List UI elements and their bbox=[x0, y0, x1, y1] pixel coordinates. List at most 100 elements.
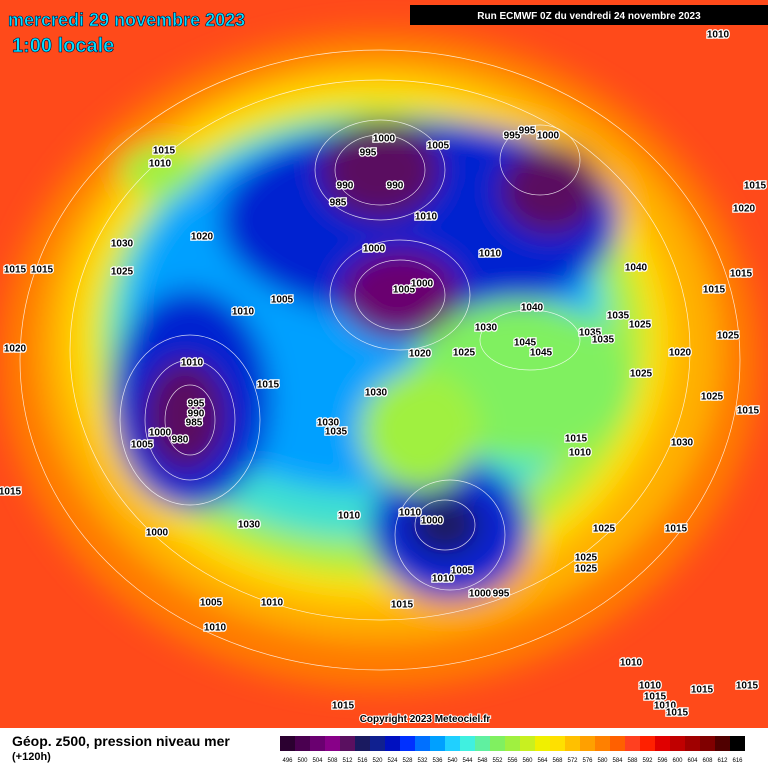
isobar-label: 1005 bbox=[200, 598, 223, 609]
colorbar-cell bbox=[430, 736, 445, 751]
isobar-label: 1030 bbox=[111, 239, 134, 250]
isobar-label: 1015 bbox=[665, 524, 688, 535]
isobar-label: 1025 bbox=[717, 331, 740, 342]
isobar-label: 1015 bbox=[332, 701, 355, 712]
colorbar-label: 512 bbox=[342, 758, 353, 764]
colorbar-label: 536 bbox=[432, 758, 443, 764]
colorbar-label: 616 bbox=[732, 758, 743, 764]
colorbar-cell bbox=[490, 736, 505, 751]
isobar-label: 1000 bbox=[469, 589, 492, 600]
colorbar-cell bbox=[640, 736, 655, 751]
isobar-label: 1010 bbox=[399, 508, 422, 519]
isobar-label: 1015 bbox=[691, 685, 714, 696]
colorbar-cell bbox=[685, 736, 700, 751]
isobar-label: 1030 bbox=[317, 418, 340, 429]
colorbar-cell bbox=[340, 736, 355, 751]
colorbar-label: 548 bbox=[477, 758, 488, 764]
isobar-label: 1030 bbox=[238, 520, 261, 531]
isobar-label: 990 bbox=[337, 181, 354, 192]
legend-subtitle: (+120h) bbox=[12, 751, 51, 763]
colorbar-label: 576 bbox=[582, 758, 593, 764]
colorbar-label: 524 bbox=[387, 758, 398, 764]
isobar-label: 1015 bbox=[0, 487, 22, 498]
isobar-label: 995 bbox=[493, 589, 510, 600]
isobar-label: 995 bbox=[188, 399, 205, 410]
isobar-label: 1020 bbox=[191, 232, 214, 243]
colorbar-label: 540 bbox=[447, 758, 458, 764]
isobar-label: 1025 bbox=[630, 369, 653, 380]
isobar-label: 1000 bbox=[537, 131, 560, 142]
colorbar-cell bbox=[520, 736, 535, 751]
isobar-label: 1015 bbox=[730, 269, 753, 280]
isobar-label: 1040 bbox=[625, 263, 648, 274]
isobar-label: 1015 bbox=[736, 681, 759, 692]
colorbar-cell bbox=[700, 736, 715, 751]
isobar-label: 1040 bbox=[521, 303, 544, 314]
colorbar-cell bbox=[670, 736, 685, 751]
isobar-label: 1015 bbox=[666, 708, 689, 719]
isobar-label: 1010 bbox=[232, 307, 255, 318]
isobar-label: 1025 bbox=[453, 348, 476, 359]
isobar-label: 1000 bbox=[411, 279, 434, 290]
isobar-label: 1020 bbox=[669, 348, 692, 359]
colorbar-label: 600 bbox=[672, 758, 683, 764]
colorbar-label: 528 bbox=[402, 758, 413, 764]
isobar-label: 1010 bbox=[620, 658, 643, 669]
colorbar-label: 556 bbox=[507, 758, 518, 764]
copyright: Copyright 2023 Meteociel.fr bbox=[360, 714, 491, 725]
isobar-label: 1010 bbox=[181, 358, 204, 369]
isobar-label: 1045 bbox=[514, 338, 537, 349]
isobar-label: 980 bbox=[172, 435, 189, 446]
isobar-label: 1035 bbox=[592, 335, 615, 346]
isobar-label: 990 bbox=[188, 409, 205, 420]
isobar-label: 1005 bbox=[427, 141, 450, 152]
isobar-label: 1025 bbox=[629, 320, 652, 331]
isobar-label: 1045 bbox=[530, 348, 553, 359]
colorbar: 496 500 504 508 512 516 520 524 528 532 536 540 544 5… bbox=[280, 736, 745, 764]
colorbar-cell bbox=[385, 736, 400, 751]
isobar-label: 1000 bbox=[363, 244, 386, 255]
colorbar-label: 516 bbox=[357, 758, 368, 764]
isobar-label: 1015 bbox=[644, 692, 667, 703]
isobar-label: 1010 bbox=[149, 159, 172, 170]
colorbar-cell bbox=[550, 736, 565, 751]
colorbar-cell bbox=[475, 736, 490, 751]
isobar-label: 1015 bbox=[4, 265, 27, 276]
colorbar-cell bbox=[325, 736, 340, 751]
isobar-label: 1015 bbox=[565, 434, 588, 445]
colorbar-label: 584 bbox=[612, 758, 623, 764]
colorbar-cell bbox=[595, 736, 610, 751]
colorbar-label: 596 bbox=[657, 758, 668, 764]
date-title: mercredi 29 novembre 2023 bbox=[8, 10, 245, 30]
isobar-label: 1010 bbox=[654, 701, 677, 712]
colorbar-cell bbox=[565, 736, 580, 751]
isobar-label: 1025 bbox=[575, 564, 598, 575]
isobar-label: 1005 bbox=[271, 295, 294, 306]
colorbar-label: 552 bbox=[492, 758, 503, 764]
colorbar-label: 520 bbox=[372, 758, 383, 764]
isobar-label: 1005 bbox=[393, 285, 416, 296]
colorbar-cell bbox=[460, 736, 475, 751]
isobar-label: 985 bbox=[186, 418, 203, 429]
colorbar-label: 504 bbox=[312, 758, 323, 764]
isobar-label: 995 bbox=[519, 126, 536, 137]
isobar-label: 1010 bbox=[569, 448, 592, 459]
isobar-label: 1035 bbox=[607, 311, 630, 322]
isobar-label: 1000 bbox=[146, 528, 169, 539]
isobar-label: 1020 bbox=[733, 204, 756, 215]
isobar-label: 1000 bbox=[149, 428, 172, 439]
colorbar-cell bbox=[610, 736, 625, 751]
isobar-label: 985 bbox=[330, 198, 347, 209]
colorbar-label: 544 bbox=[462, 758, 473, 764]
colorbar-label: 496 bbox=[282, 758, 293, 764]
colorbar-cell bbox=[400, 736, 415, 751]
colorbar-label: 568 bbox=[552, 758, 563, 764]
isobar-label: 1000 bbox=[373, 134, 396, 145]
isobar-label: 1025 bbox=[111, 267, 134, 278]
colorbar-cell bbox=[310, 736, 325, 751]
isobar-label: 1010 bbox=[707, 30, 730, 41]
colorbar-cell bbox=[730, 736, 745, 751]
legend-title: Géop. z500, pression niveau mer bbox=[12, 733, 230, 749]
isobar-label: 1015 bbox=[257, 380, 280, 391]
